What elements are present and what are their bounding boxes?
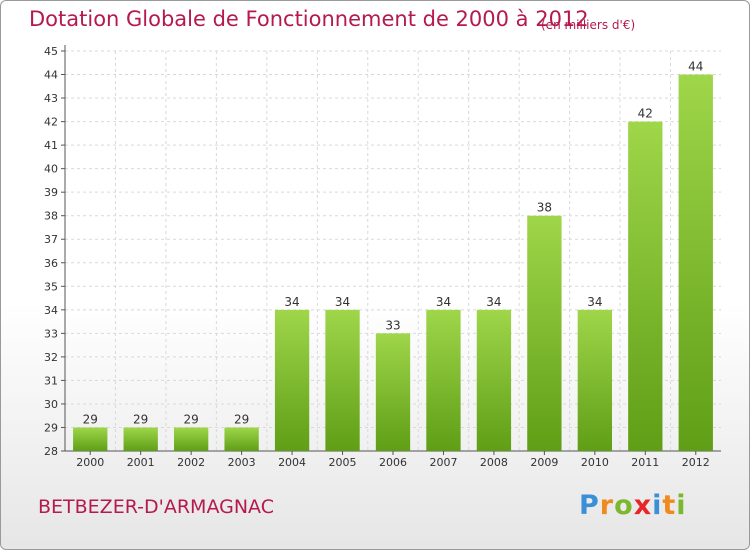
bar-value-label: 34	[335, 295, 350, 309]
bar	[628, 121, 663, 452]
x-tick-label: 2006	[379, 456, 407, 469]
logo-letter: t	[662, 490, 677, 521]
x-tick-label: 2002	[177, 456, 205, 469]
y-tick-label: 41	[44, 139, 58, 152]
y-tick-label: 40	[44, 163, 58, 176]
logo-letter: o	[614, 490, 634, 521]
logo-letter: i	[676, 490, 687, 521]
y-tick-label: 44	[44, 69, 58, 82]
bar	[426, 309, 461, 451]
bar-value-label: 29	[133, 412, 148, 426]
logo-letter: P	[579, 490, 600, 521]
bar-value-label: 29	[184, 412, 199, 426]
y-tick-label: 38	[44, 210, 58, 223]
y-tick-label: 30	[44, 398, 58, 411]
bar	[678, 74, 713, 451]
x-tick-label: 2008	[480, 456, 508, 469]
y-tick-label: 42	[44, 116, 58, 129]
x-tick-label: 2011	[631, 456, 659, 469]
bar-value-label: 34	[436, 295, 451, 309]
y-tick-label: 28	[44, 445, 58, 458]
bar-value-label: 33	[385, 318, 400, 332]
logo-letter: x	[633, 490, 653, 521]
y-tick-label: 35	[44, 280, 58, 293]
bar	[73, 427, 108, 451]
chart-subtitle: (en milliers d'€)	[541, 18, 636, 32]
bar	[577, 309, 613, 451]
commune-name: BETBEZER-D'ARMAGNAC	[38, 496, 274, 518]
bar	[325, 309, 360, 451]
labels-layer: 28 29 30 31 32 33 34 35 36 37 38 39 40 41 42 43 44 45 29 20…	[44, 45, 710, 469]
y-tick-label: 36	[44, 257, 58, 270]
y-tick-label: 45	[44, 45, 58, 58]
y-tick-label: 43	[44, 92, 58, 105]
chart-title: Dotation Globale de Fonctionnement de 20…	[29, 7, 589, 31]
y-tick-label: 32	[44, 351, 58, 364]
x-tick-label: 2003	[228, 456, 256, 469]
x-tick-label: 2005	[329, 456, 357, 469]
x-tick-label: 2012	[682, 456, 710, 469]
bar	[375, 333, 411, 451]
bar-value-label: 42	[638, 107, 653, 121]
y-tick-label: 34	[44, 304, 58, 317]
bar-value-label: 34	[587, 295, 602, 309]
y-tick-label: 31	[44, 374, 58, 387]
y-tick-label: 33	[44, 327, 58, 340]
logo-letter: i	[652, 490, 663, 521]
bar	[224, 427, 259, 451]
x-tick-label: 2004	[278, 456, 306, 469]
x-tick-label: 2010	[581, 456, 609, 469]
bar	[123, 427, 158, 451]
y-tick-label: 29	[44, 421, 58, 434]
bar	[173, 427, 209, 451]
x-tick-label: 2001	[127, 456, 155, 469]
bar-value-label: 29	[234, 412, 249, 426]
bar-value-label: 29	[83, 412, 98, 426]
bars-layer	[73, 74, 713, 452]
logo-letter: r	[599, 490, 615, 521]
bar-value-label: 44	[688, 60, 703, 74]
bar	[476, 309, 512, 451]
x-tick-label: 2000	[76, 456, 104, 469]
bar-value-label: 38	[537, 201, 552, 215]
x-tick-label: 2007	[429, 456, 457, 469]
bar-value-label: 34	[284, 295, 299, 309]
bar-value-label: 34	[486, 295, 501, 309]
y-tick-label: 39	[44, 186, 58, 199]
y-tick-label: 37	[44, 233, 58, 246]
proxiti-logo: Proxiti	[579, 490, 687, 521]
x-tick-label: 2009	[530, 456, 558, 469]
bar	[274, 309, 310, 451]
bar	[527, 215, 562, 451]
